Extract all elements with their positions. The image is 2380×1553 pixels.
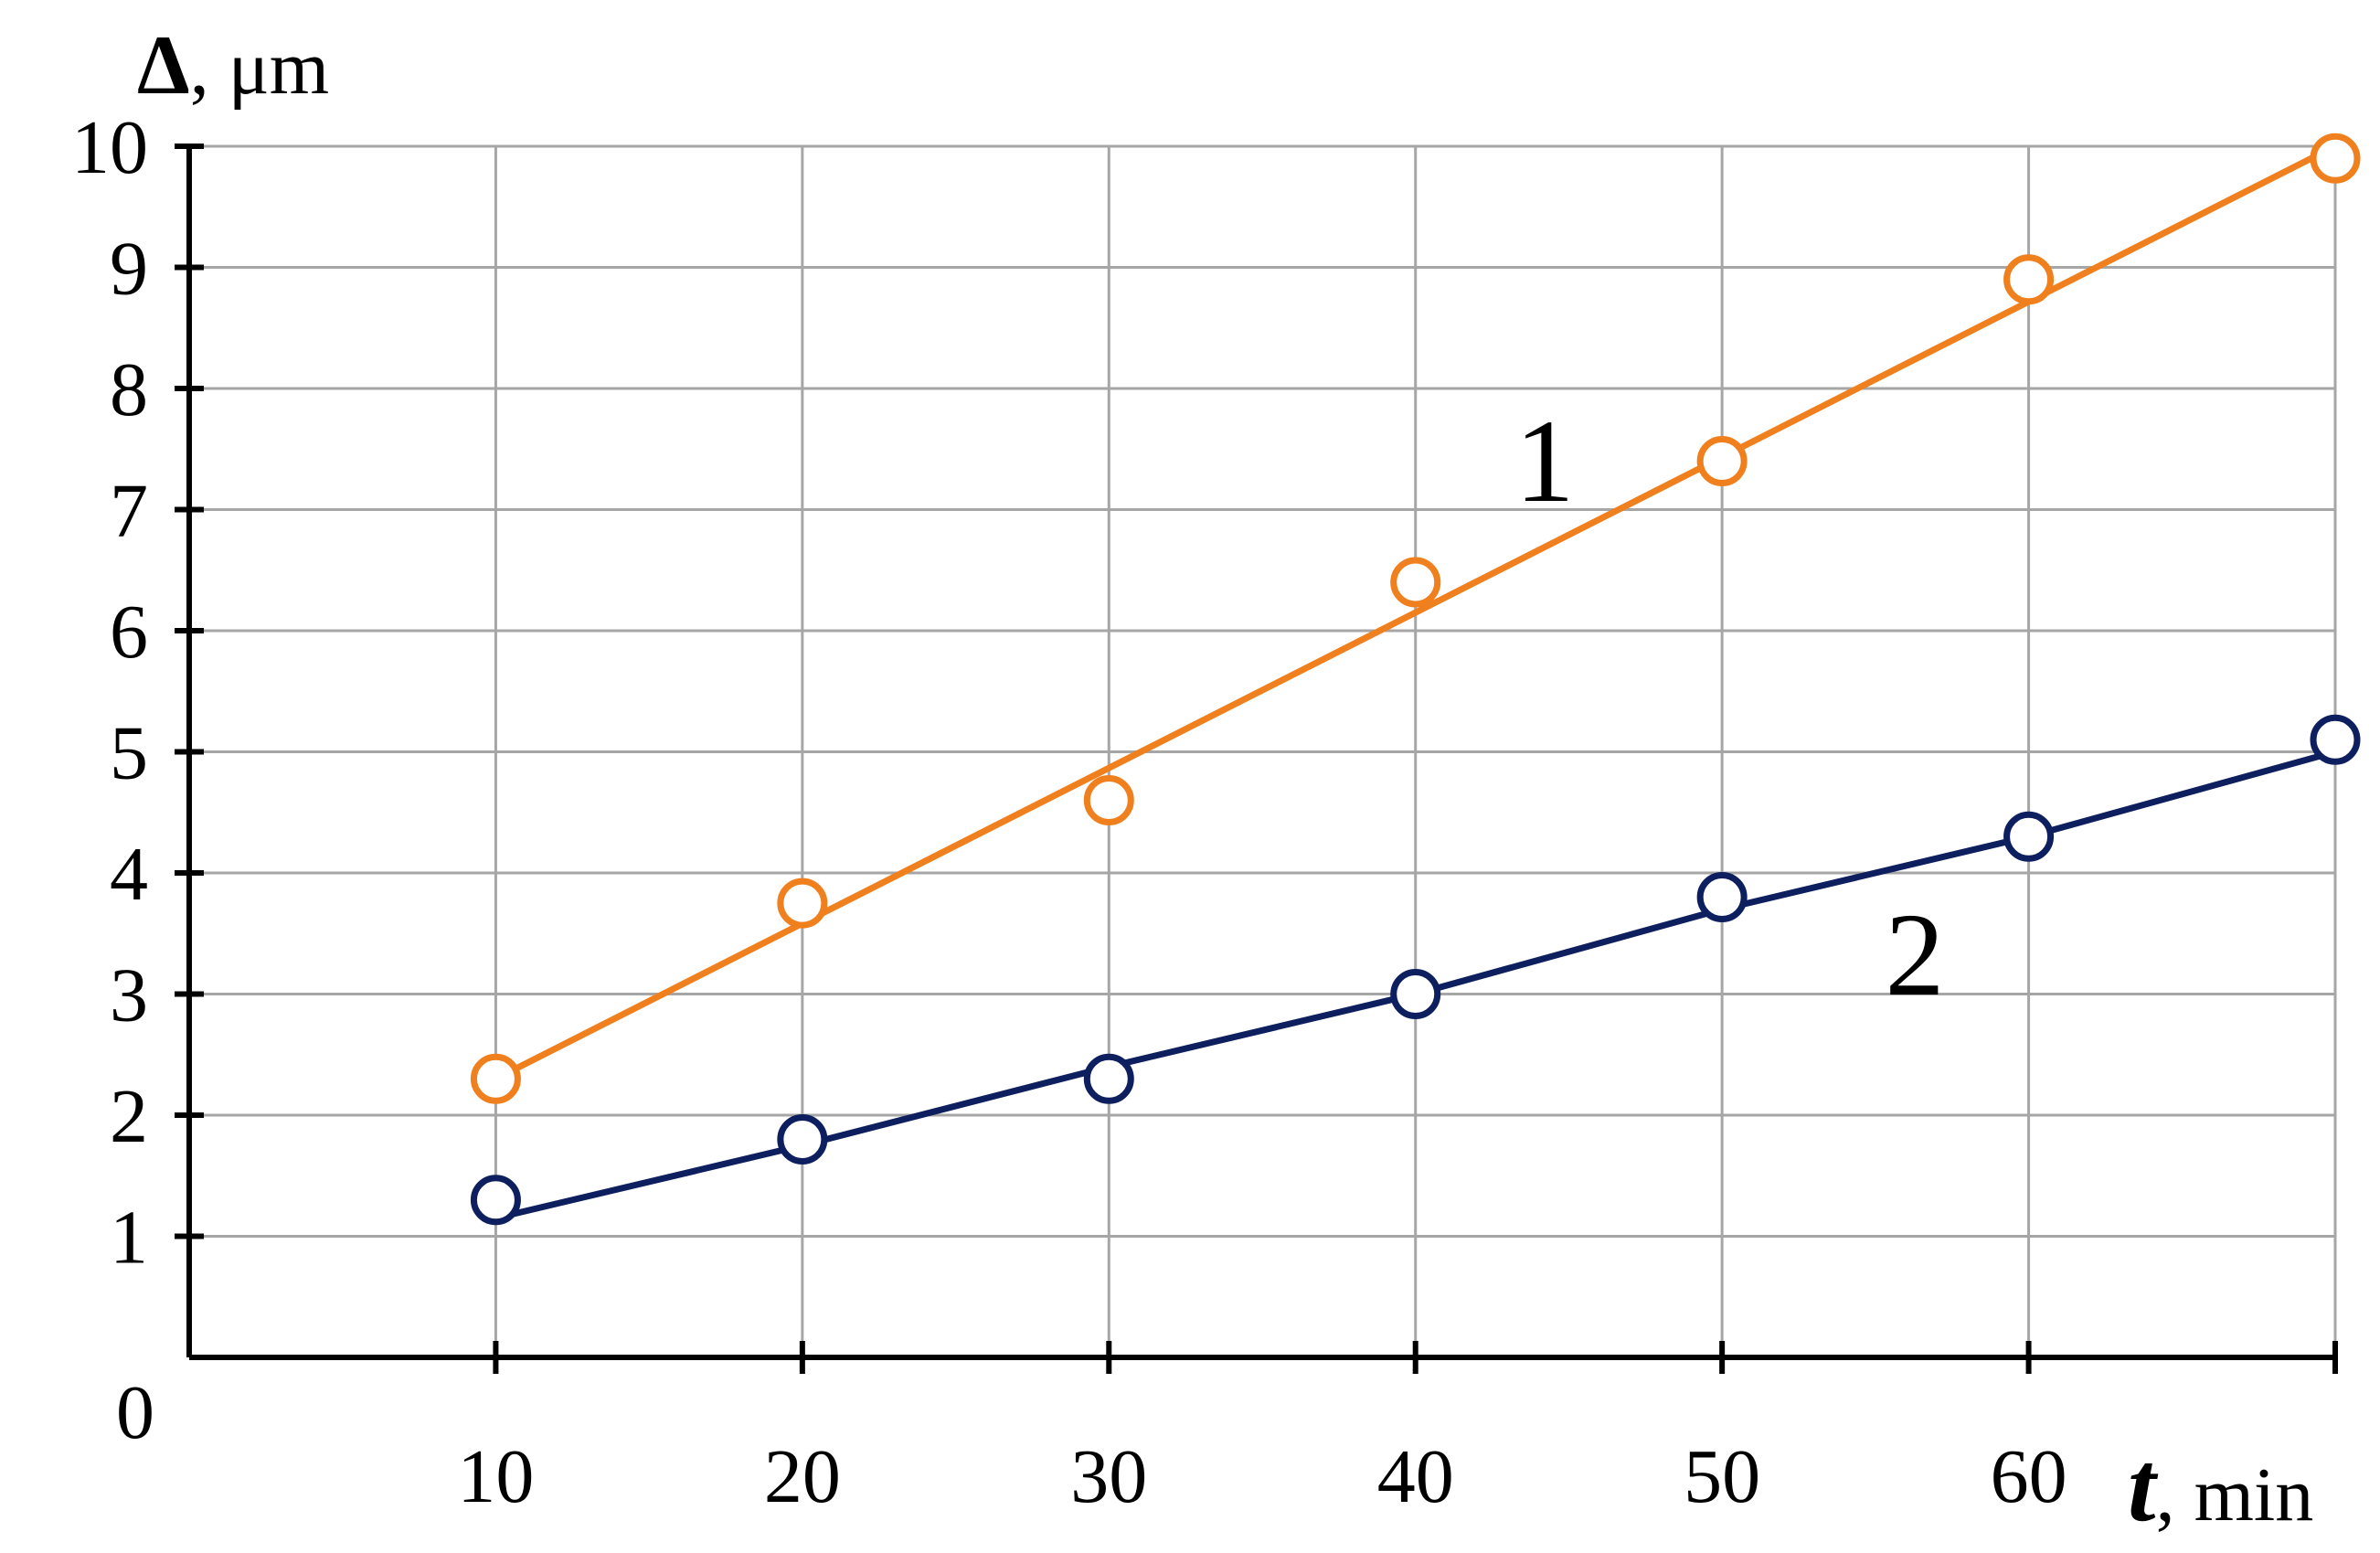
data-point xyxy=(470,1175,521,1226)
data-point xyxy=(470,1053,521,1104)
y-tick-label: 1 xyxy=(110,1196,148,1281)
x-tick-label: 30 xyxy=(1070,1434,1147,1519)
y-axis-unit: , μm xyxy=(190,26,329,111)
y-tick-label: 9 xyxy=(110,227,148,312)
y-tick-label: 4 xyxy=(110,832,148,917)
y-tick-label: 2 xyxy=(110,1074,148,1159)
data-point xyxy=(1696,872,1748,922)
y-axis-title: Δ, μm xyxy=(137,18,329,112)
y-tick-label: 5 xyxy=(110,711,148,796)
data-point xyxy=(2003,254,2055,305)
series-label: 2 xyxy=(1886,889,1945,1021)
y-tick-label: 10 xyxy=(71,105,148,190)
x-tick-label: 50 xyxy=(1684,1434,1760,1519)
data-point xyxy=(1083,1053,1134,1104)
series-label: 1 xyxy=(1515,396,1575,527)
data-point xyxy=(1696,436,1748,486)
data-point xyxy=(2310,714,2361,765)
y-axis-symbol: Δ xyxy=(137,18,190,112)
data-point xyxy=(1390,969,1441,1019)
x-tick-label: 60 xyxy=(1991,1434,2067,1519)
data-point xyxy=(777,878,828,929)
data-point xyxy=(777,1114,828,1165)
data-point xyxy=(2003,811,2055,862)
x-tick-label: 20 xyxy=(764,1434,841,1519)
y-tick-label: 8 xyxy=(110,347,148,432)
x-axis-unit: , min xyxy=(2156,1452,2314,1537)
data-point xyxy=(1083,775,1134,825)
y-tick-label: 7 xyxy=(110,469,148,554)
data-point xyxy=(1390,557,1441,608)
y-tick-label: 6 xyxy=(110,590,148,675)
origin-label: 0 xyxy=(116,1370,154,1455)
x-tick-label: 40 xyxy=(1377,1434,1454,1519)
data-point xyxy=(2310,133,2361,184)
x-tick-label: 10 xyxy=(457,1434,534,1519)
x-axis-symbol: t xyxy=(2128,1431,2159,1542)
grid xyxy=(189,144,2337,1357)
x-axis-title: t, min xyxy=(2128,1431,2313,1542)
series-2: 2 xyxy=(470,714,2361,1226)
series: 12 xyxy=(470,133,2361,1226)
series-1: 1 xyxy=(470,133,2361,1104)
y-tick-label: 3 xyxy=(110,953,148,1038)
